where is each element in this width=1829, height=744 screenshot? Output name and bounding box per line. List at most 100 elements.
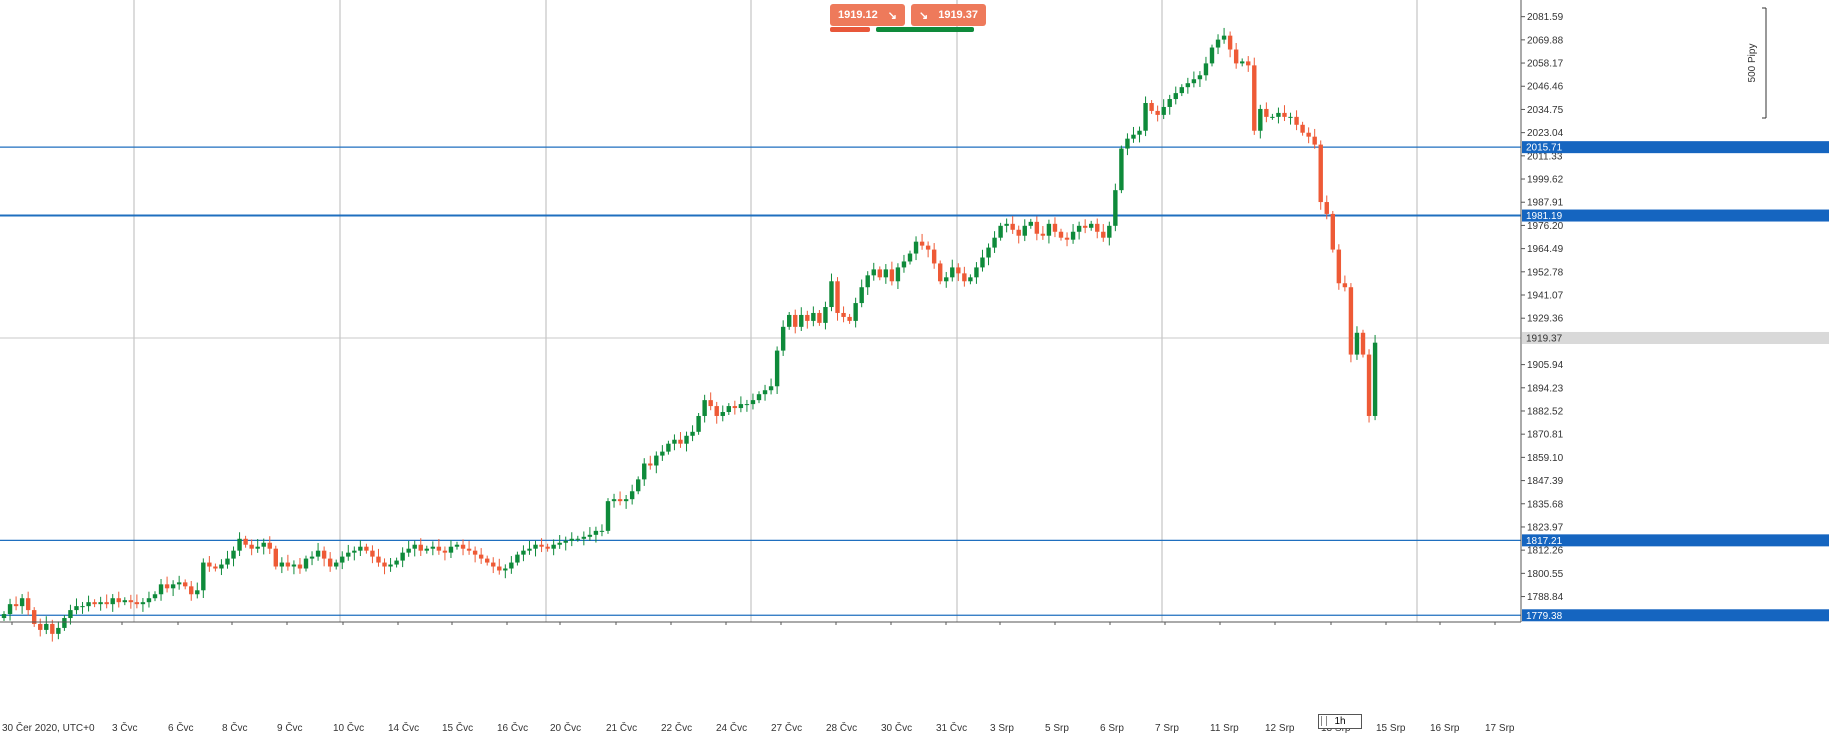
candle-body bbox=[86, 602, 91, 607]
candle-body bbox=[1167, 99, 1172, 107]
candle-body bbox=[279, 562, 285, 567]
candle-81 bbox=[491, 557, 496, 574]
y-tick-label-17: 1870.81 bbox=[1527, 430, 1564, 441]
candle-91 bbox=[551, 539, 556, 556]
arrow-down-right-icon: ↘ bbox=[918, 9, 929, 22]
candle-171 bbox=[1034, 216, 1040, 241]
candle-body bbox=[1119, 148, 1124, 191]
candle-194 bbox=[1173, 86, 1178, 105]
candle-body bbox=[1064, 237, 1070, 240]
price-line-label-3: 1779.38 bbox=[1526, 611, 1563, 622]
candle-11 bbox=[68, 604, 73, 625]
candle-body bbox=[629, 491, 635, 500]
y-tick-label-1: 2069.88 bbox=[1527, 35, 1564, 46]
buy-button[interactable]: ↘ 1919.37 bbox=[910, 4, 986, 26]
candle-120 bbox=[726, 403, 731, 415]
candle-body bbox=[273, 548, 278, 567]
candle-body bbox=[853, 303, 858, 321]
y-tick-label-2: 2058.17 bbox=[1527, 59, 1564, 70]
candle-body bbox=[762, 390, 768, 395]
candle-body bbox=[1179, 87, 1184, 94]
candle-body bbox=[925, 245, 931, 250]
candle-38 bbox=[231, 546, 236, 567]
candle-body bbox=[225, 558, 230, 565]
x-tick-label-6: 14 Čvc bbox=[388, 721, 419, 734]
x-tick-label-21: 11 Srp bbox=[1210, 723, 1239, 734]
candle-216 bbox=[1306, 127, 1311, 144]
candle-106 bbox=[642, 458, 647, 486]
candle-body bbox=[877, 269, 882, 278]
candle-body bbox=[1372, 342, 1378, 416]
candle-body bbox=[581, 536, 587, 539]
timeframe-label: 1h bbox=[1334, 716, 1346, 727]
candle-body bbox=[950, 267, 955, 278]
candle-128 bbox=[774, 346, 780, 394]
candle-body bbox=[315, 550, 321, 557]
candle-body bbox=[376, 556, 381, 563]
candle-body bbox=[1149, 103, 1154, 111]
candle-body bbox=[1197, 75, 1203, 80]
candle-body bbox=[648, 463, 653, 466]
candle-body bbox=[684, 435, 689, 444]
candle-21 bbox=[128, 594, 134, 609]
candle-111 bbox=[672, 434, 677, 451]
candle-178 bbox=[1076, 221, 1082, 240]
x-tick-label-8: 16 Čvc bbox=[497, 721, 528, 734]
candle-body bbox=[726, 406, 731, 413]
candle-body bbox=[164, 584, 170, 589]
candle-99 bbox=[599, 524, 605, 537]
candle-body bbox=[436, 546, 442, 551]
sell-button[interactable]: 1919.12 ↘ bbox=[830, 4, 905, 26]
candle-12 bbox=[74, 598, 79, 615]
candle-body bbox=[750, 400, 756, 405]
candle-188 bbox=[1137, 126, 1142, 143]
candle-body bbox=[515, 554, 520, 563]
candle-body bbox=[666, 443, 671, 452]
candle-144 bbox=[871, 262, 876, 281]
candle-body bbox=[787, 314, 792, 327]
candle-body bbox=[472, 550, 478, 555]
candle-101 bbox=[611, 493, 617, 508]
candle-170 bbox=[1028, 218, 1033, 229]
candle-179 bbox=[1082, 219, 1088, 234]
candle-47 bbox=[285, 554, 291, 571]
candle-191 bbox=[1155, 105, 1160, 122]
candle-127 bbox=[768, 378, 774, 395]
candle-98 bbox=[593, 526, 599, 543]
candle-body bbox=[847, 316, 852, 321]
candle-body bbox=[962, 273, 967, 282]
drag-handle-icon[interactable] bbox=[1321, 716, 1327, 726]
candle-body bbox=[56, 627, 61, 634]
y-tick-label-22: 1812.26 bbox=[1527, 546, 1564, 557]
candle-109 bbox=[660, 445, 665, 461]
candle-65 bbox=[394, 557, 399, 568]
candle-3 bbox=[19, 594, 25, 614]
candle-66 bbox=[400, 547, 405, 568]
candle-102 bbox=[617, 491, 623, 506]
candle-205 bbox=[1240, 58, 1245, 67]
candle-body bbox=[1227, 35, 1233, 50]
candle-5 bbox=[32, 607, 37, 627]
candle-body bbox=[1276, 112, 1281, 117]
candle-body bbox=[1082, 225, 1088, 228]
candle-118 bbox=[714, 401, 719, 424]
candle-body bbox=[931, 249, 937, 264]
candle-body bbox=[1324, 202, 1329, 214]
y-tick-label-19: 1847.39 bbox=[1527, 476, 1564, 487]
pip-scale: 500 Pipy bbox=[1747, 7, 1767, 119]
y-tick-label-13: 1929.36 bbox=[1527, 314, 1564, 325]
candle-body bbox=[805, 314, 810, 321]
candle-181 bbox=[1095, 218, 1100, 239]
candle-6 bbox=[38, 618, 43, 637]
candle-92 bbox=[557, 535, 562, 549]
x-tick-label-11: 22 Čvc bbox=[661, 721, 692, 734]
x-tick-label-22: 12 Srp bbox=[1265, 723, 1295, 734]
candle-body bbox=[297, 564, 303, 569]
price-line-label-1: 1981.19 bbox=[1526, 211, 1563, 222]
candle-body bbox=[104, 602, 109, 605]
candle-197 bbox=[1191, 71, 1197, 88]
candle-body bbox=[642, 463, 647, 480]
timeframe-selector[interactable]: 1h bbox=[1318, 714, 1362, 729]
